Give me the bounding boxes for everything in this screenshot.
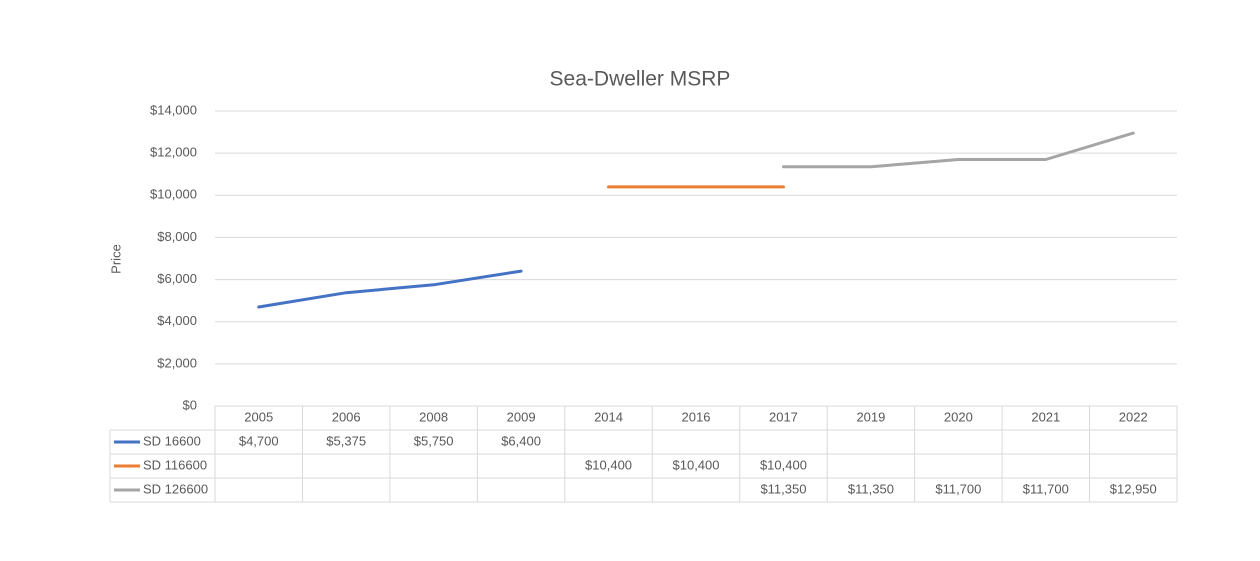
table-value: $11,350 [848, 481, 894, 496]
x-tick-label: 2008 [419, 409, 448, 424]
y-tick-label: $2,000 [157, 355, 197, 370]
y-tick-label: $10,000 [150, 187, 197, 202]
table-value: $12,950 [1110, 481, 1157, 496]
table-value: $10,400 [585, 457, 632, 472]
y-axis-title: Price [108, 244, 123, 274]
table-value: $6,400 [501, 433, 541, 448]
y-tick-label: $6,000 [157, 271, 197, 286]
x-tick-label: 2019 [856, 409, 885, 424]
legend-label: SD 126600 [143, 481, 208, 496]
table-value: $11,350 [760, 481, 806, 496]
x-tick-label: 2006 [332, 409, 361, 424]
y-tick-label: $8,000 [157, 229, 197, 244]
table-value: $5,750 [414, 433, 454, 448]
series-line [257, 269, 523, 309]
table-value: $5,375 [326, 433, 366, 448]
x-tick-label: 2016 [682, 409, 711, 424]
x-tick-label: 2021 [1031, 409, 1060, 424]
x-tick-label: 2022 [1119, 409, 1148, 424]
table-value: $11,700 [935, 481, 981, 496]
legend-label: SD 16600 [143, 433, 201, 448]
x-tick-label: 2017 [769, 409, 798, 424]
y-tick-label: $0 [183, 397, 197, 412]
x-tick-label: 2014 [594, 409, 623, 424]
table-value: $10,400 [673, 457, 720, 472]
y-tick-label: $14,000 [150, 102, 197, 117]
x-tick-label: 2009 [507, 409, 536, 424]
chart-title: Sea-Dweller MSRP [550, 68, 731, 91]
table-value: $10,400 [760, 457, 807, 472]
table-value: $4,700 [239, 433, 279, 448]
y-tick-label: $12,000 [150, 145, 197, 160]
series-line [782, 131, 1135, 169]
x-tick-label: 2020 [944, 409, 973, 424]
x-tick-label: 2005 [244, 409, 273, 424]
table-value: $11,700 [1023, 481, 1069, 496]
legend-label: SD 116600 [143, 457, 207, 472]
y-tick-label: $4,000 [157, 313, 197, 328]
